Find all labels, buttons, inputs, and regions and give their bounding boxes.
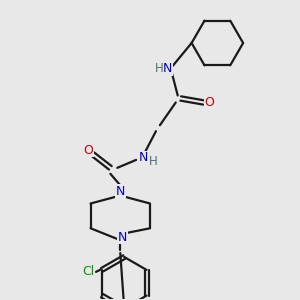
- Text: H: H: [154, 62, 163, 75]
- Text: N: N: [163, 62, 172, 75]
- Text: Cl: Cl: [82, 266, 94, 278]
- Text: N: N: [118, 231, 127, 244]
- Text: N: N: [116, 185, 125, 198]
- Text: O: O: [205, 96, 214, 109]
- Text: H: H: [148, 155, 157, 168]
- Text: N: N: [138, 152, 148, 164]
- Text: O: O: [84, 143, 94, 157]
